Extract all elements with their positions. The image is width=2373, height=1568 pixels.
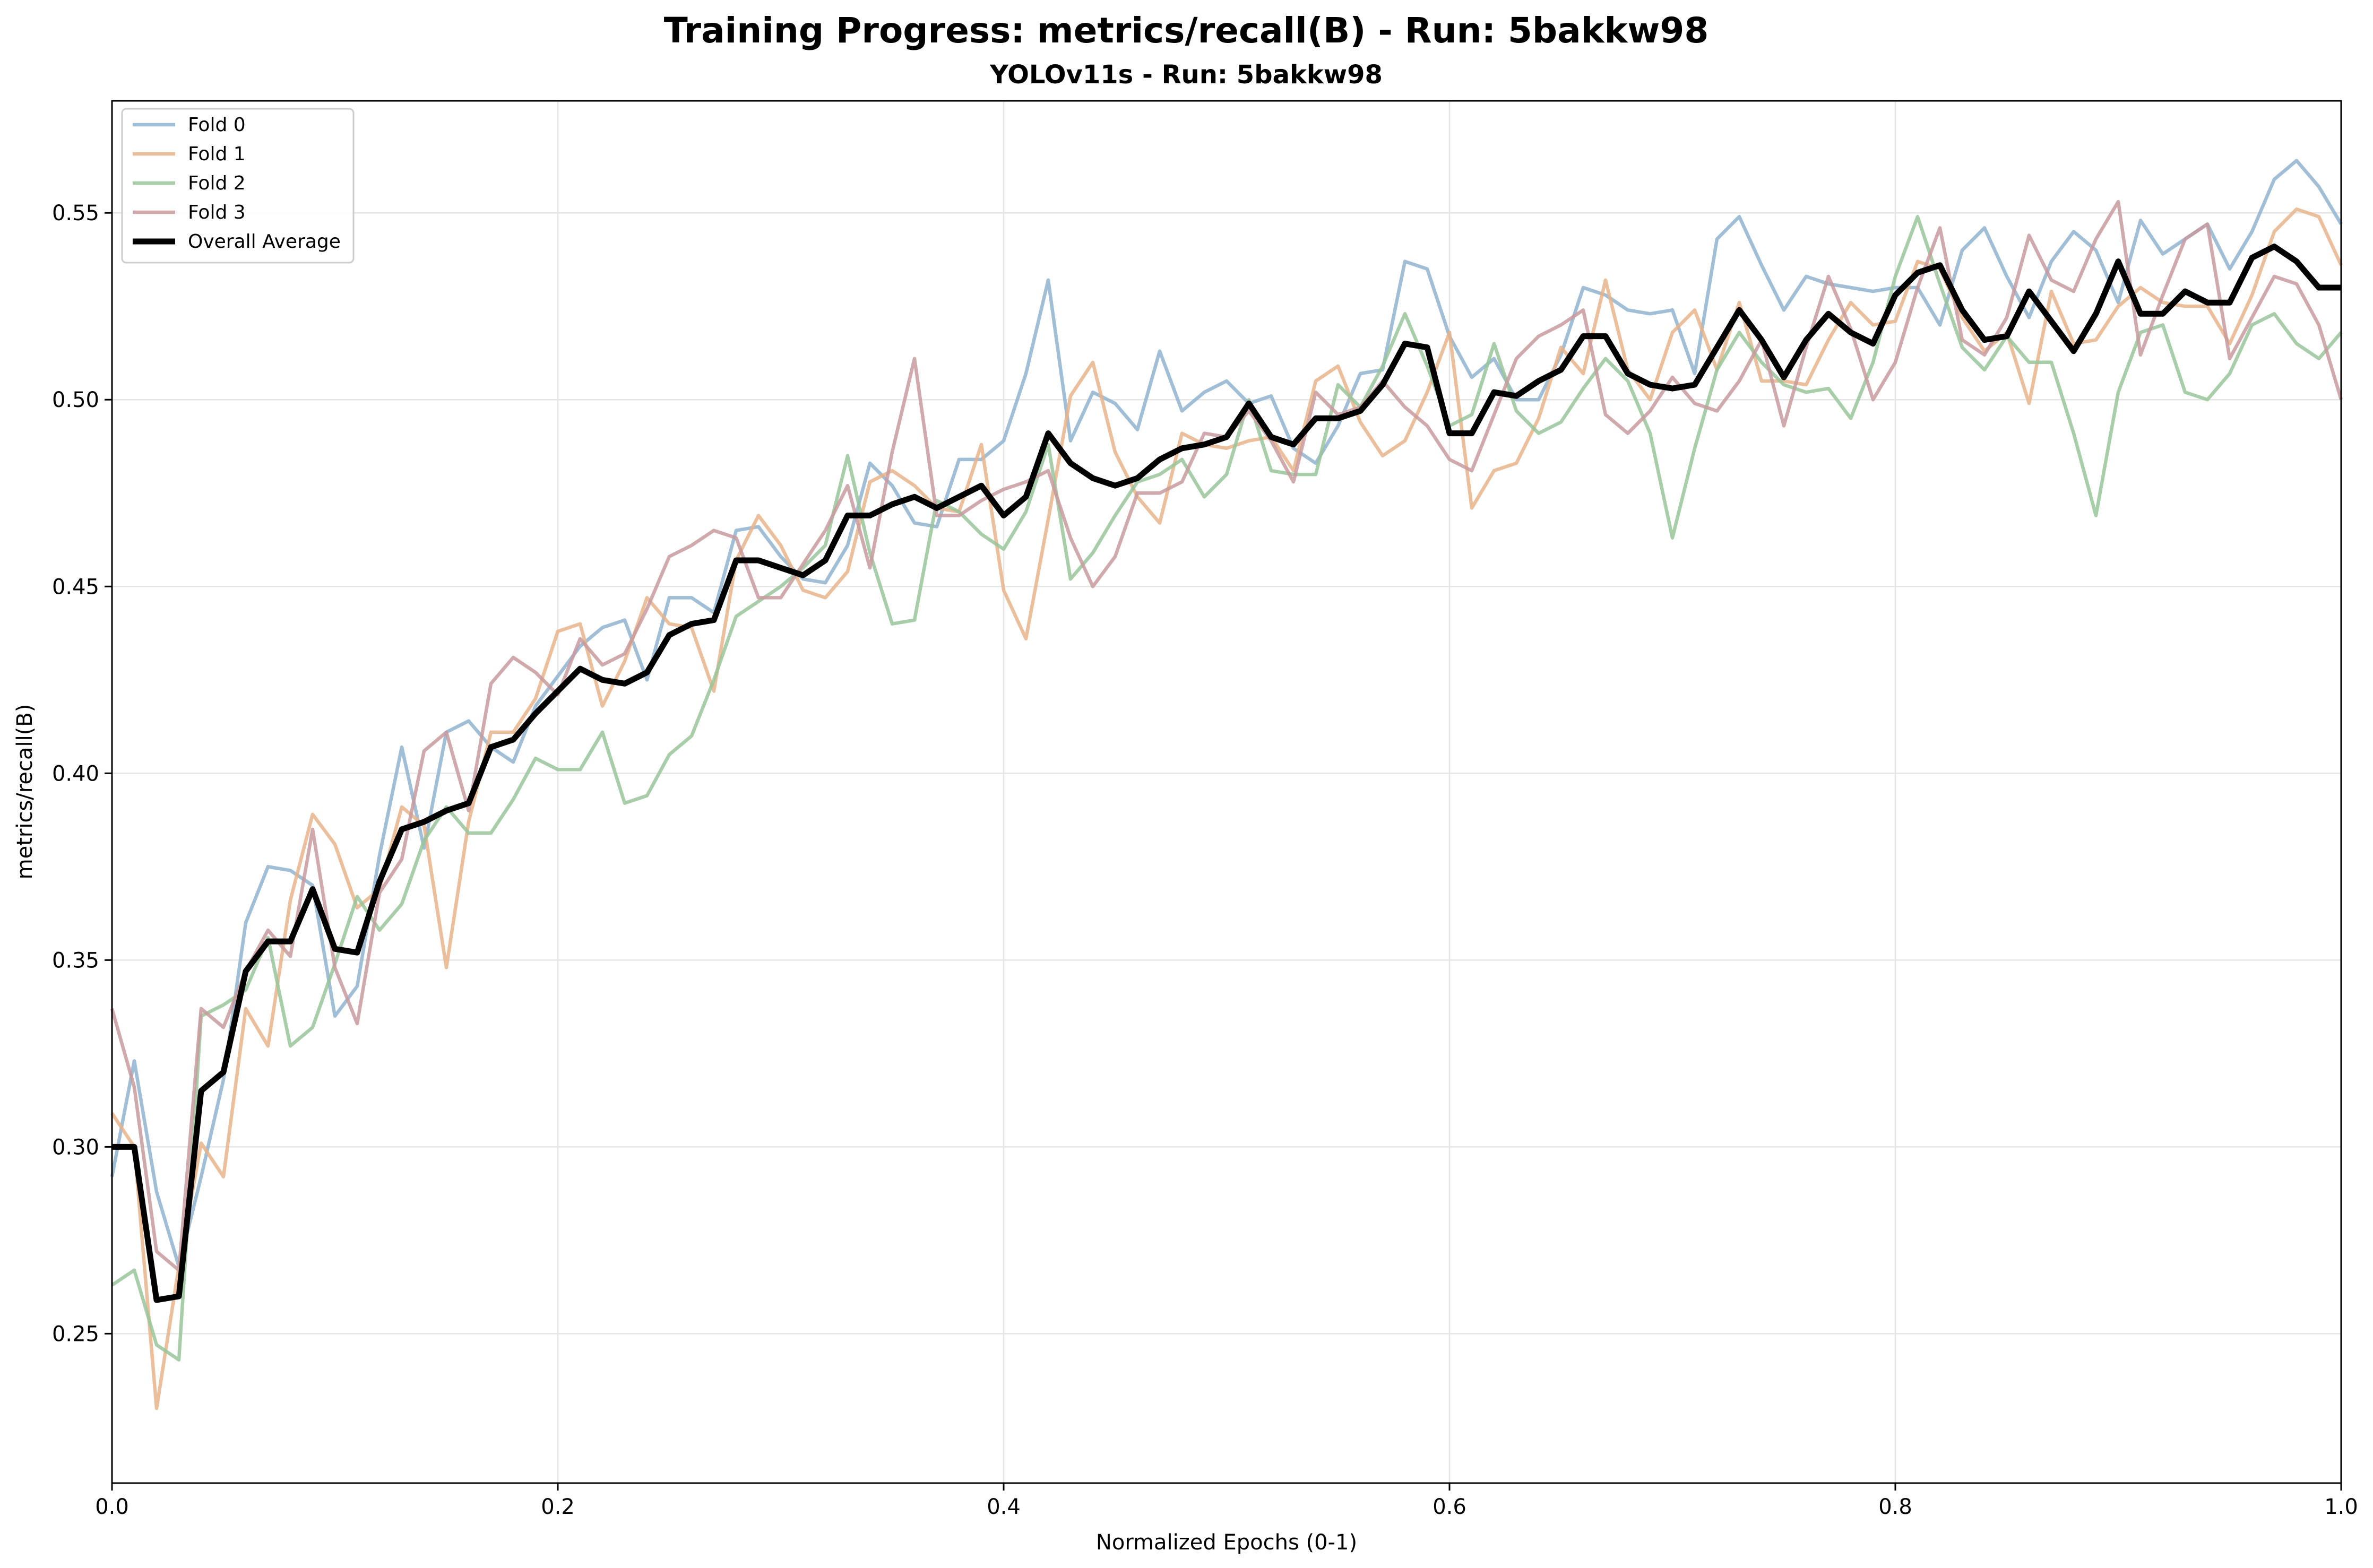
legend-label: Fold 3 [188,202,246,223]
y-tick-label: 0.25 [52,1322,99,1346]
y-tick-label: 0.35 [52,948,99,973]
y-tick-label: 0.50 [52,388,99,412]
x-tick-label: 1.0 [2324,1495,2358,1519]
y-axis-label: metrics/recall(B) [13,704,37,880]
y-tick-label: 0.30 [52,1135,99,1159]
y-tick-label: 0.55 [52,201,99,226]
chart-subtitle: YOLOv11s - Run: 5bakkw98 [989,60,1383,90]
axis-ticks: 0.0 0.2 0.4 0.6 0.8 1.0 0.25 0.30 0.35 0.40 0.45 0.… [52,201,2358,1519]
legend-label: Fold 2 [188,172,246,194]
x-tick-label: 0.2 [541,1495,575,1519]
series-line-overall-average [112,244,2341,1303]
y-tick-label: 0.45 [52,575,99,599]
series-line-fold-2 [111,215,2343,1362]
legend-label: Fold 1 [188,143,246,165]
x-tick-label: 0.8 [1878,1495,1912,1519]
chart-title: Training Progress: metrics/recall(B) - R… [664,10,1709,51]
x-axis-label: Normalized Epochs (0-1) [1096,1530,1357,1555]
plot-frame [111,100,2342,1484]
legend-label: Overall Average [188,231,341,253]
legend-box [121,108,355,264]
x-tick-label: 0.0 [95,1495,129,1519]
y-tick-label: 0.40 [52,761,99,786]
series-line-fold-0 [110,159,2343,1268]
x-tick-label: 0.6 [1433,1495,1466,1519]
series-lines [110,159,2343,1410]
legend: Fold 0 Fold 1 Fold 2 Fold 3 Overall Average [121,108,355,264]
legend-label: Fold 0 [188,114,246,136]
x-tick-label: 0.4 [987,1495,1021,1519]
